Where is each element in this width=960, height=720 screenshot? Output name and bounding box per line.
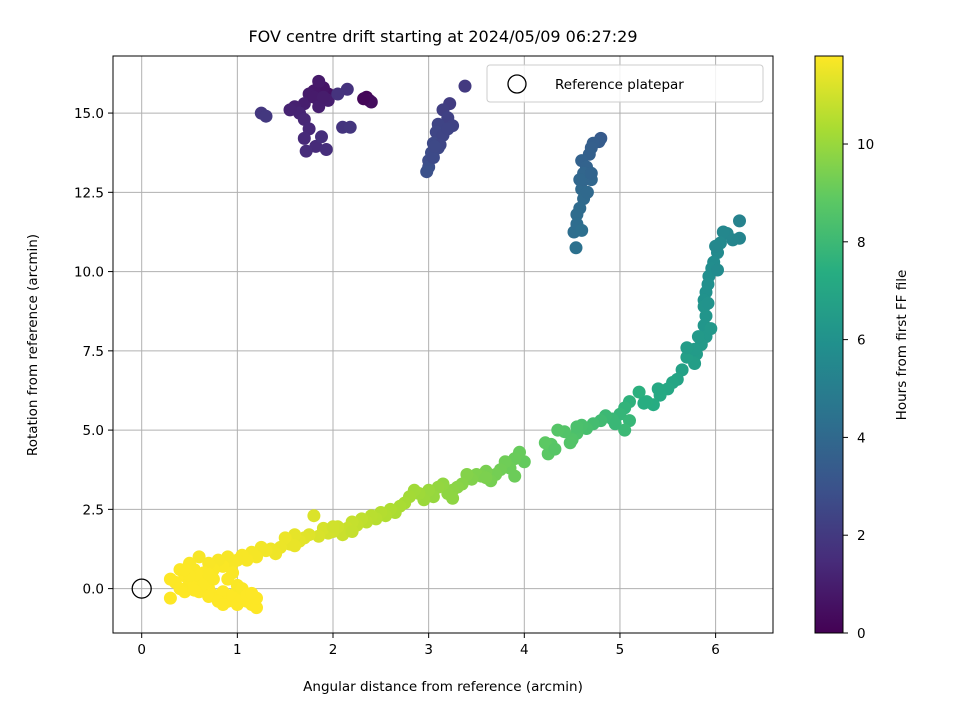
- x-tick-label: 0: [137, 642, 146, 658]
- data-point: [573, 173, 587, 187]
- data-point: [427, 139, 441, 153]
- data-point: [312, 74, 326, 88]
- data-point: [315, 130, 328, 144]
- colorbar-tick-label: 8: [857, 235, 866, 251]
- plot-frame: [112, 55, 774, 634]
- data-point: [709, 239, 723, 253]
- data-point: [446, 491, 460, 505]
- data-point: [187, 583, 201, 597]
- data-point: [319, 143, 333, 156]
- data-point: [345, 525, 359, 538]
- legend-marker-reference: [507, 74, 527, 94]
- data-point: [326, 520, 340, 534]
- data-point: [458, 79, 472, 93]
- colorbar-tick-label: 10: [857, 137, 874, 153]
- data-point: [632, 385, 646, 399]
- data-point: [283, 103, 297, 117]
- colorbar-frame: [814, 55, 844, 634]
- data-point: [299, 144, 313, 158]
- reference-marker: [131, 578, 152, 599]
- data-point: [551, 423, 565, 437]
- data-point: [618, 423, 632, 437]
- data-point: [716, 225, 730, 239]
- data-point: [575, 223, 589, 237]
- data-point: [163, 591, 177, 605]
- colorbar-tick-label: 2: [857, 528, 866, 544]
- data-point: [441, 122, 455, 136]
- legend-frame: [486, 64, 764, 103]
- colorbar-label: Hours from first FF file: [894, 270, 910, 421]
- data-point: [538, 436, 552, 450]
- data-point: [259, 109, 273, 123]
- data-point: [357, 92, 371, 106]
- data-point: [508, 469, 522, 483]
- data-point: [163, 572, 177, 586]
- x-tick-label: 2: [329, 642, 338, 658]
- y-tick-label: 2.5: [83, 502, 104, 518]
- y-tick-label: 12.5: [74, 185, 104, 201]
- data-point: [192, 550, 206, 564]
- colorbar-tick-label: 4: [857, 430, 866, 446]
- legend: Reference platepar: [486, 64, 764, 103]
- data-point: [651, 382, 665, 396]
- data-point: [216, 598, 230, 611]
- colorbar-tick-label: 6: [857, 333, 866, 349]
- y-tick-label: 10.0: [74, 265, 104, 281]
- data-point: [426, 151, 440, 164]
- legend-label-reference: Reference platepar: [555, 77, 684, 93]
- x-axis-label: Angular distance from reference (arcmin): [303, 679, 583, 695]
- x-tick-label: 3: [424, 642, 433, 658]
- axis-ticks: 0 1 2 3 4 5 6 0.0 2.5 5.0 7.5 10.0 12.5 15.0: [74, 106, 720, 658]
- data-point: [343, 120, 357, 134]
- data-point: [608, 417, 622, 431]
- x-tick-label: 6: [711, 642, 720, 658]
- scatter-points: [131, 74, 746, 615]
- data-point: [288, 539, 302, 553]
- data-point: [178, 563, 192, 577]
- data-point: [420, 165, 434, 179]
- colorbar-ticks: 0 2 4 6 8 10: [843, 137, 874, 642]
- data-point: [331, 87, 345, 101]
- data-point: [312, 529, 326, 543]
- y-tick-label: 7.5: [83, 344, 104, 360]
- data-point: [563, 436, 577, 450]
- x-tick-label: 5: [616, 642, 625, 658]
- data-point: [307, 509, 321, 523]
- data-point: [479, 471, 493, 485]
- data-point: [309, 139, 323, 153]
- data-point: [711, 263, 724, 277]
- colorbar: [815, 56, 843, 633]
- data-point: [701, 296, 715, 310]
- y-tick-label: 5.0: [83, 423, 104, 439]
- x-tick-label: 1: [233, 642, 242, 658]
- data-point: [250, 601, 263, 615]
- data-point: [733, 214, 746, 228]
- data-point: [297, 131, 311, 145]
- data-point: [569, 241, 583, 255]
- data-point: [548, 442, 562, 456]
- data-point: [680, 341, 694, 355]
- data-point: [245, 586, 259, 600]
- data-point: [226, 566, 240, 580]
- data-point: [316, 90, 330, 104]
- data-point: [637, 396, 651, 410]
- data-point: [202, 567, 216, 581]
- data-point: [570, 208, 584, 221]
- data-point: [580, 185, 594, 199]
- data-point: [704, 322, 718, 336]
- colorbar-tick-label: 0: [857, 626, 866, 642]
- data-point: [691, 330, 705, 344]
- data-point: [570, 420, 584, 434]
- y-axis-label: Rotation from reference (arcmin): [25, 234, 41, 456]
- data-point: [584, 166, 598, 180]
- chart-title: FOV centre drift starting at 2024/05/09 …: [248, 27, 637, 46]
- x-tick-label: 4: [520, 642, 529, 658]
- y-tick-label: 0.0: [83, 582, 104, 598]
- y-tick-label: 15.0: [74, 106, 104, 122]
